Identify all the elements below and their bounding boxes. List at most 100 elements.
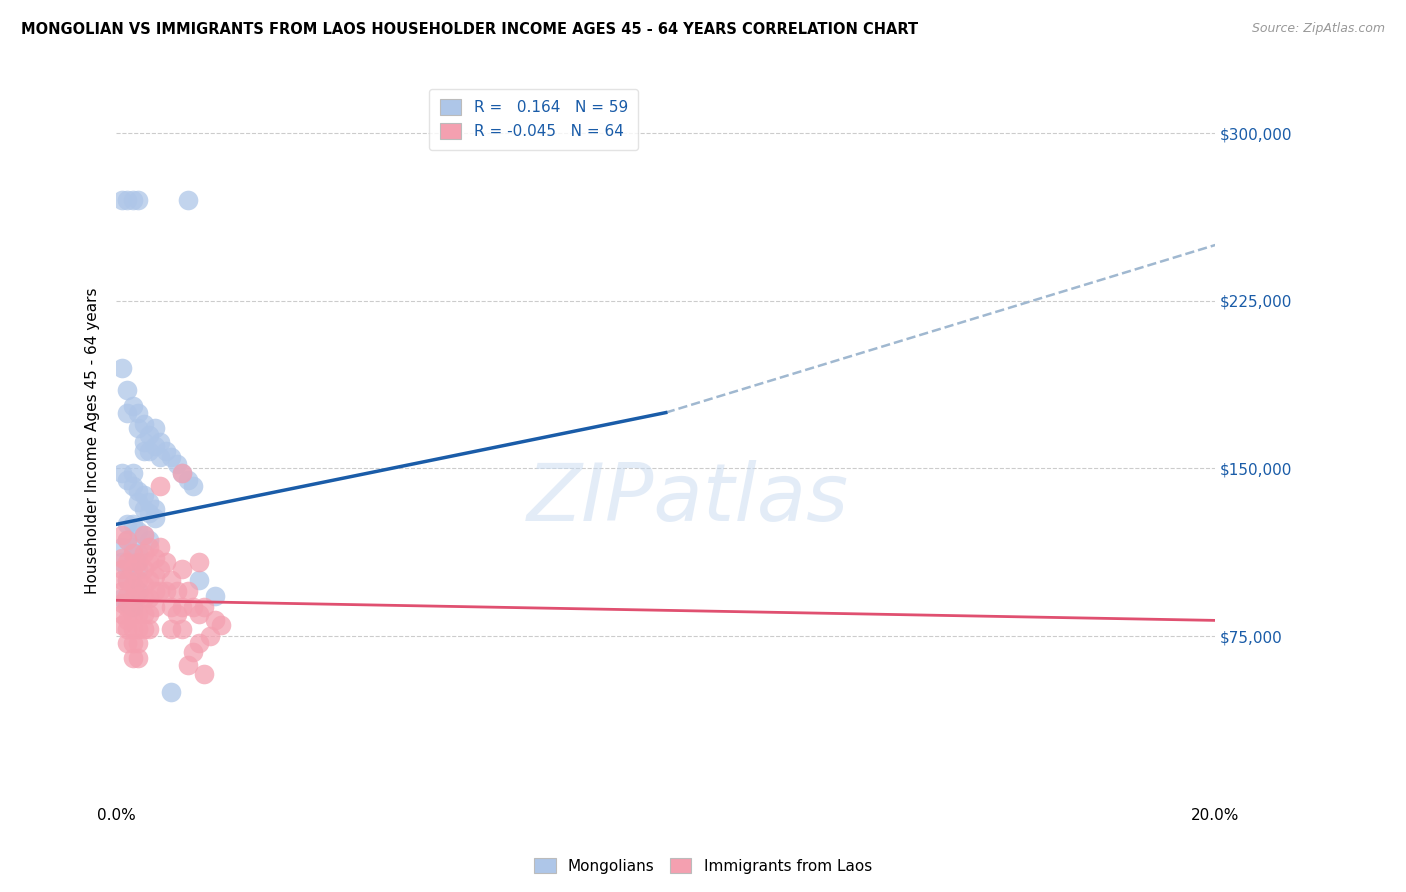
Point [132,434,155,449]
Point [132,591,155,605]
Point [138,428,160,442]
Point [138,506,160,520]
Point [177,473,200,487]
Point [121,466,143,480]
Point [193,599,215,614]
Text: Source: ZipAtlas.com: Source: ZipAtlas.com [1251,22,1385,36]
Point [166,584,188,599]
Point [111,360,134,375]
Point [177,584,200,599]
Point [160,450,183,465]
Point [127,524,149,538]
Point [111,540,134,554]
Point [143,584,166,599]
Point [117,623,139,637]
Point [138,555,160,569]
Point [111,194,134,208]
Point [132,546,155,560]
Point [117,599,139,614]
Point [111,555,134,569]
Point [111,584,134,599]
Point [117,636,139,650]
Point [181,599,204,614]
Point [160,599,183,614]
Legend: R =   0.164   N = 59, R = -0.045   N = 64: R = 0.164 N = 59, R = -0.045 N = 64 [429,88,638,150]
Point [121,623,143,637]
Point [132,607,155,621]
Point [132,577,155,591]
Point [127,562,149,576]
Point [149,540,172,554]
Point [111,595,134,609]
Point [111,562,134,576]
Point [117,517,139,532]
Point [121,599,143,614]
Point [149,562,172,576]
Point [117,555,139,569]
Point [117,473,139,487]
Point [187,636,209,650]
Point [143,439,166,453]
Point [127,607,149,621]
Point [127,483,149,498]
Point [111,466,134,480]
Point [127,495,149,509]
Text: MONGOLIAN VS IMMIGRANTS FROM LAOS HOUSEHOLDER INCOME AGES 45 - 64 YEARS CORRELAT: MONGOLIAN VS IMMIGRANTS FROM LAOS HOUSEH… [21,22,918,37]
Point [132,528,155,542]
Point [121,562,143,576]
Point [127,636,149,650]
Point [127,623,149,637]
Point [117,589,139,603]
Point [117,533,139,547]
Point [143,510,166,524]
Point [121,577,143,591]
Point [149,450,172,465]
Point [127,546,149,560]
Point [127,589,149,603]
Point [172,623,194,637]
Point [111,618,134,632]
Point [127,406,149,420]
Point [193,667,215,681]
Point [149,584,172,599]
Point [117,573,139,587]
Point [132,443,155,458]
Point [121,399,143,413]
Point [121,517,143,532]
Point [187,573,209,587]
Point [138,443,160,458]
Point [181,479,204,493]
Point [204,614,226,628]
Point [172,466,194,480]
Point [121,479,143,493]
Point [181,645,204,659]
Point [111,528,134,542]
Point [117,384,139,398]
Point [166,457,188,471]
Point [121,577,143,591]
Point [155,555,177,569]
Point [160,685,183,699]
Point [160,573,183,587]
Point [177,194,200,208]
Legend: Mongolians, Immigrants from Laos: Mongolians, Immigrants from Laos [529,852,877,880]
Point [138,623,160,637]
Point [132,528,155,542]
Point [138,591,160,605]
Point [198,629,221,643]
Point [121,591,143,605]
Point [177,658,200,673]
Point [121,651,143,665]
Point [127,555,149,569]
Point [209,618,232,632]
Point [149,434,172,449]
Point [172,599,194,614]
Point [138,495,160,509]
Point [121,555,143,569]
Point [132,501,155,516]
Point [138,573,160,587]
Point [117,194,139,208]
Point [117,614,139,628]
Point [160,623,183,637]
Point [155,443,177,458]
